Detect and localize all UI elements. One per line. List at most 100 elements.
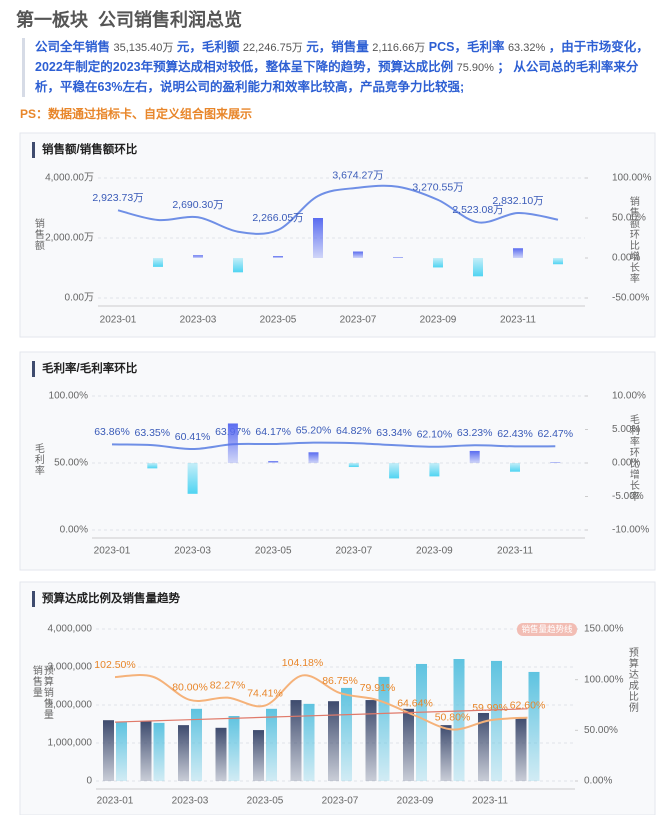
panel <box>19 132 656 338</box>
bar <box>308 452 319 463</box>
bar <box>491 660 502 781</box>
panel-title: 预算达成比例及销售量趋势 <box>42 591 180 605</box>
data-label: 63.23% <box>457 427 493 439</box>
bar <box>348 463 359 468</box>
data-label: 2,690.30万 <box>172 199 223 211</box>
ps-note: PS：数据通过指标卡、自定义组合图来展示 <box>20 107 253 121</box>
line <box>111 441 556 451</box>
summary-text: ； 从公司总的毛利率来分析，平稳在63%左右，说明公司的盈利能力和效率比较高，产… <box>35 60 639 94</box>
bar <box>153 258 163 267</box>
y2-tick-label: -50.00% <box>612 293 649 304</box>
y2-axis-label: 毛利率环比增长率 <box>627 414 639 502</box>
bar <box>103 720 114 781</box>
y-axis-label: 预算销售量 <box>41 665 53 720</box>
bar <box>469 450 480 463</box>
x-tick-label: 2023-11 <box>497 546 533 557</box>
panel <box>19 351 656 571</box>
data-label: 3,674.27万 <box>332 170 383 182</box>
y2-tick-label: 50.00% <box>584 725 618 736</box>
summary-text: PCS，毛利率 <box>425 40 508 54</box>
y2-tick-label: 10.00% <box>612 391 646 402</box>
data-label: 62.10% <box>417 429 453 441</box>
legend-label: 销售量趋势线 <box>521 624 573 634</box>
y-tick-label: 4,000,000 <box>48 624 93 635</box>
data-label: 62.47% <box>537 428 573 440</box>
summary-number: 2,116.66万 <box>372 42 426 54</box>
data-label: 79.91% <box>360 682 396 694</box>
bar <box>440 725 452 781</box>
bar <box>328 701 339 781</box>
bar <box>147 463 158 469</box>
bar <box>153 722 165 781</box>
bar <box>227 423 238 463</box>
y-axis-label: 销售额 <box>32 217 44 251</box>
data-label: 62.60% <box>510 699 546 711</box>
legend-badge <box>517 623 577 636</box>
bar <box>473 258 483 277</box>
y-tick-label: 1,000,000 <box>48 738 93 749</box>
y2-tick-label: 0.00% <box>584 776 612 787</box>
x-tick-label: 2023-09 <box>397 796 434 807</box>
bar <box>233 258 243 273</box>
bar <box>140 720 152 781</box>
bar <box>353 251 363 258</box>
bar <box>116 722 127 781</box>
x-tick-label: 2023-09 <box>420 315 457 326</box>
x-tick-label: 2023-11 <box>472 796 508 807</box>
panel-title-bar <box>32 591 35 607</box>
bar <box>378 676 390 781</box>
y2-tick-label: -5.00% <box>612 491 644 502</box>
y2-tick-label: 0.00% <box>612 253 640 264</box>
bar <box>478 712 489 781</box>
x-tick-label: 2023-05 <box>247 796 284 807</box>
bar <box>228 716 240 781</box>
panel-title-bar <box>32 361 35 377</box>
data-label: 59.99% <box>472 702 508 714</box>
summary-number: 75.90% <box>456 62 494 74</box>
summary-text: 公司全年销售 <box>35 40 114 54</box>
bar <box>191 708 202 781</box>
summary-text: ，由于市场变化，2022年制定的2023年预算达成相对较低，整体呈下降的趋势，预… <box>35 40 649 74</box>
bar <box>187 463 198 494</box>
line <box>114 708 528 723</box>
bar <box>433 258 443 268</box>
x-tick-label: 2023-07 <box>322 796 359 807</box>
y-axis-label: 销售量 <box>30 664 42 698</box>
data-label: 63.35% <box>134 427 170 439</box>
bar <box>215 727 227 781</box>
y2-tick-label: -10.00% <box>612 525 649 536</box>
data-label: 80.00% <box>172 682 208 694</box>
x-tick-label: 2023-01 <box>97 796 134 807</box>
bar <box>290 700 302 781</box>
y2-tick-label: 0.00% <box>612 458 640 469</box>
y-tick-label: 0.00万 <box>65 293 94 304</box>
bar <box>403 708 414 781</box>
bar <box>303 703 315 781</box>
data-label: 63.86% <box>94 426 130 438</box>
data-label: 65.20% <box>296 424 332 436</box>
bar <box>513 248 523 258</box>
x-tick-label: 2023-03 <box>180 315 217 326</box>
line <box>117 184 559 235</box>
bar <box>313 218 323 258</box>
data-label: 60.41% <box>175 431 211 443</box>
summary-text: 元，销售量 <box>302 40 373 54</box>
data-label: 3,270.55万 <box>412 182 463 194</box>
x-tick-label: 2023-07 <box>335 546 372 557</box>
page-title: 第一板块 公司销售利润总览 <box>16 10 243 30</box>
x-tick-label: 2023-05 <box>255 546 292 557</box>
panel-title: 销售额/销售额环比 <box>42 142 138 156</box>
summary-text: 元，毛利额 <box>173 40 243 54</box>
bar <box>266 708 277 781</box>
summary-number: 35,135.40万 <box>113 42 174 54</box>
data-label: 86.75% <box>322 675 358 687</box>
y-tick-label: 0.00% <box>60 525 88 536</box>
y2-tick-label: 100.00% <box>584 674 624 685</box>
panel-title: 毛利率/毛利率环比 <box>42 361 138 375</box>
y2-tick-label: 150.00% <box>584 624 624 635</box>
bar <box>193 255 203 258</box>
bar <box>453 659 465 781</box>
data-label: 2,266.05万 <box>252 212 303 224</box>
data-label: 82.27% <box>210 679 246 691</box>
